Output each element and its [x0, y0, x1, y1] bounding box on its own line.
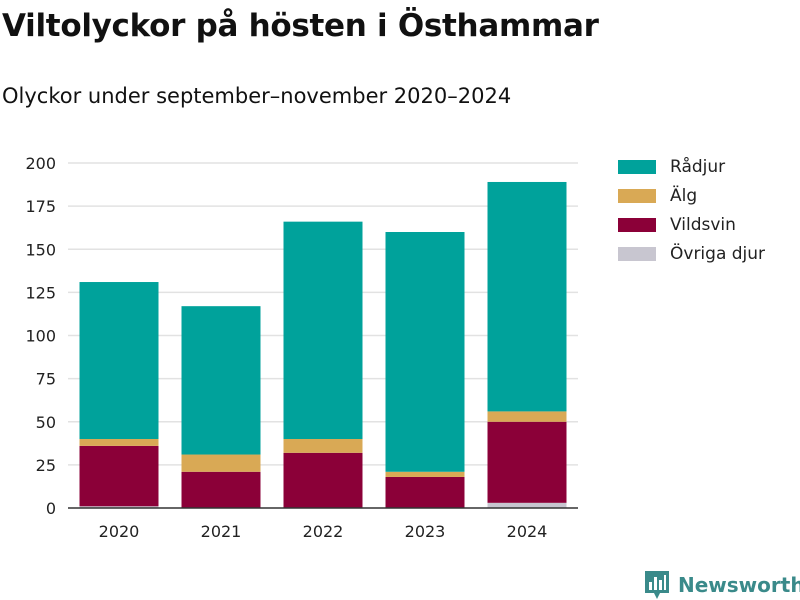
y-tick-label: 150: [25, 240, 56, 259]
bar-segment-vildsvin: [79, 445, 159, 507]
x-tick-label: 2020: [99, 522, 140, 541]
bar-segment-vildsvin: [487, 421, 567, 503]
bar-segment-älg: [487, 411, 567, 422]
y-tick-label: 50: [36, 413, 56, 432]
legend-item-alg: Älg: [618, 181, 765, 210]
bar-segment-övriga-djur: [79, 506, 159, 508]
legend-label-radjur: Rådjur: [670, 156, 726, 177]
legend-item-vildsvin: Vildsvin: [618, 210, 765, 239]
legend-label-ovriga-djur: Övriga djur: [670, 243, 766, 264]
bar-segment-vildsvin: [283, 452, 363, 508]
brand-label: Newsworthy: [678, 573, 800, 597]
y-tick-label: 75: [36, 370, 56, 389]
x-tick-label: 2024: [507, 522, 548, 541]
bar-segment-vildsvin: [181, 471, 261, 508]
y-tick-label: 200: [25, 154, 56, 173]
y-tick-label: 100: [25, 327, 56, 346]
legend-item-radjur: Rådjur: [618, 152, 765, 181]
legend-label-alg: Älg: [670, 185, 698, 206]
y-tick-label: 125: [25, 283, 56, 302]
legend-item-ovriga-djur: Övriga djur: [618, 239, 765, 268]
bar-segment-älg: [79, 439, 159, 446]
bar-segment-älg: [283, 439, 363, 453]
y-tick-label: 175: [25, 197, 56, 216]
x-tick-label: 2021: [201, 522, 242, 541]
chart-subtitle: Olyckor under september–november 2020–20…: [2, 84, 512, 108]
legend-swatch-ovriga-djur: [618, 246, 656, 261]
bar-segment-vildsvin: [385, 476, 465, 508]
bar-segment-rådjur: [181, 306, 261, 455]
legend-swatch-vildsvin: [618, 217, 656, 232]
y-tick-label: 0: [46, 499, 56, 518]
legend-swatch-alg: [618, 188, 656, 203]
bar-segment-älg: [385, 471, 465, 477]
bar-segment-rådjur: [487, 181, 567, 412]
bar-segment-rådjur: [283, 221, 363, 439]
bar-segment-rådjur: [79, 282, 159, 439]
x-tick-label: 2022: [303, 522, 344, 541]
legend-swatch-radjur: [618, 159, 656, 174]
bar-segment-älg: [181, 454, 261, 472]
bar-segment-övriga-djur: [487, 502, 567, 508]
chart-title: Viltolyckor på hösten i Östhammar: [2, 8, 599, 44]
legend-label-vildsvin: Vildsvin: [670, 214, 736, 235]
chart-legend: Rådjur Älg Vildsvin Övriga djur: [618, 152, 765, 268]
bar-segment-rådjur: [385, 232, 465, 472]
bar-chart-logo-icon: [645, 571, 669, 599]
y-tick-label: 25: [36, 456, 56, 475]
x-tick-label: 2023: [405, 522, 446, 541]
newsworthy-brand: Newsworthy: [644, 570, 800, 600]
